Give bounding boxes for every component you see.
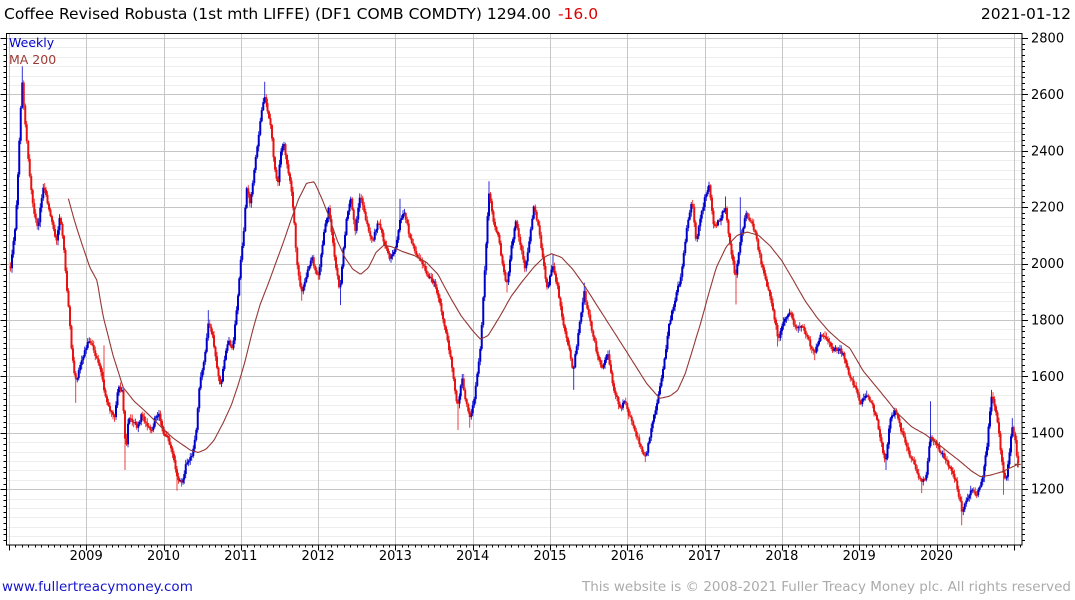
y-axis-label-2800: 2800	[1031, 32, 1064, 47]
x-axis-label-2015: 2015	[533, 549, 566, 564]
y-axis-label-1600: 1600	[1031, 370, 1064, 385]
y-axis-label-2000: 2000	[1031, 257, 1064, 272]
x-axis-label-2011: 2011	[224, 549, 257, 564]
y-axis-label-1400: 1400	[1031, 426, 1064, 441]
x-axis-label-2019: 2019	[843, 549, 876, 564]
y-axis-label-2600: 2600	[1031, 88, 1064, 103]
axis-ticks	[0, 38, 1028, 551]
chart-title-text: Coffee Revised Robusta (1st mth LIFFE) (…	[4, 5, 551, 23]
chart-date: 2021-01-12	[981, 5, 1071, 23]
y-axis-label-1800: 1800	[1031, 314, 1064, 329]
legend-ma200-label: MA 200	[9, 52, 56, 67]
footer-site-link[interactable]: www.fullertreacymoney.com	[2, 579, 193, 595]
x-axis-label-2018: 2018	[765, 549, 798, 564]
x-axis-label-2014: 2014	[456, 549, 489, 564]
axis-labels: 2800 2600 2400 2200 2000 1800 1600 1400 1200 2009…	[70, 32, 1064, 565]
ma-200-line	[67, 181, 1021, 478]
weekly-price-bars[interactable]	[9, 66, 1020, 526]
footer-copyright: This website is © 2008-2021 Fuller Treac…	[581, 579, 1071, 595]
gridlines	[6, 33, 1022, 545]
y-axis-label-2200: 2200	[1031, 201, 1064, 216]
x-axis-label-2013: 2013	[379, 549, 412, 564]
plot-border	[6, 33, 1023, 546]
chart-change-value: -16.0	[558, 5, 598, 23]
chart-title: Coffee Revised Robusta (1st mth LIFFE) (…	[4, 5, 598, 23]
y-axis-label-1200: 1200	[1031, 483, 1064, 498]
x-axis-label-2016: 2016	[611, 549, 644, 564]
x-axis-label-2010: 2010	[147, 549, 180, 564]
x-axis-label-2017: 2017	[688, 549, 721, 564]
legend-weekly-label: Weekly	[9, 35, 55, 50]
x-axis-label-2020: 2020	[920, 549, 953, 564]
y-axis-label-2400: 2400	[1031, 144, 1064, 159]
x-axis-label-2012: 2012	[302, 549, 335, 564]
ma-end-marker	[1014, 461, 1021, 468]
x-axis-label-2009: 2009	[70, 549, 103, 564]
